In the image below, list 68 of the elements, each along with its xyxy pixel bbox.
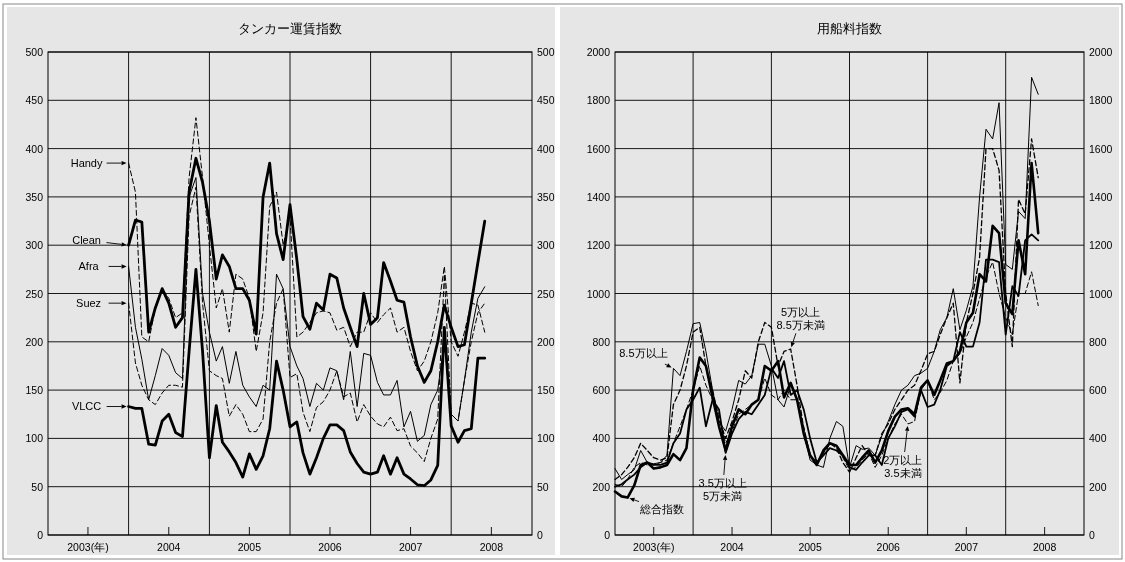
x-tick-label: 2003(年) [633, 541, 675, 553]
y-tick-label: 200 [25, 335, 44, 348]
y2-tick-label: 300 [537, 239, 555, 252]
annotation: 2万以上 3.5未満 [883, 453, 923, 479]
y2-tick-label: 1200 [1089, 239, 1113, 252]
annotation: 総合指数 [638, 503, 684, 516]
x-tick-label: 2006 [318, 541, 342, 553]
y2-tick-label: 1400 [1089, 190, 1113, 203]
y-tick-label: 400 [592, 432, 611, 445]
annotation: 8.5万以上 [619, 346, 668, 359]
y2-tick-label: 450 [537, 94, 555, 107]
y2-tick-label: 350 [537, 190, 555, 203]
chart-title: タンカー運賃指数 [238, 21, 342, 36]
x-tick-label: 2008 [1032, 541, 1057, 553]
y2-tick-label: 600 [1089, 384, 1107, 397]
annotation: Afra [78, 259, 100, 272]
annotation: Handy [70, 156, 103, 169]
y2-tick-label: 400 [1089, 432, 1107, 445]
y-tick-label: 150 [25, 384, 44, 397]
y2-tick-label: 400 [537, 142, 555, 155]
y2-tick-label: 250 [537, 287, 555, 300]
x-tick-label: 2004 [720, 541, 744, 553]
y-tick-label: 500 [25, 46, 44, 58]
y-tick-label: 1600 [586, 142, 611, 155]
x-tick-label: 2007 [954, 541, 979, 553]
y2-tick-label: 500 [537, 46, 555, 58]
x-tick-label: 2008 [479, 541, 504, 553]
y-tick-label: 0 [37, 529, 44, 541]
y-tick-label: 0 [604, 529, 611, 541]
y2-tick-label: 150 [537, 384, 555, 397]
chart-title: 用船料指数 [817, 21, 882, 36]
y2-tick-label: 0 [537, 529, 543, 541]
y-tick-label: 50 [31, 480, 44, 493]
annotation: 5万以上 8.5万未満 [776, 306, 825, 332]
y-tick-label: 2000 [586, 46, 611, 58]
y-tick-label: 350 [25, 190, 44, 203]
y-tick-label: 600 [592, 384, 611, 397]
annotation: Suez [76, 296, 102, 309]
y2-tick-label: 1600 [1089, 142, 1113, 155]
y2-tick-label: 0 [1089, 529, 1095, 541]
x-tick-label: 2005 [237, 541, 262, 553]
y2-tick-label: 100 [537, 432, 555, 445]
y-tick-label: 1400 [586, 190, 611, 203]
y2-tick-label: 1000 [1089, 287, 1113, 300]
annotation: Clean [72, 233, 101, 246]
y-tick-label: 200 [592, 480, 611, 493]
annotation: VLCC [71, 400, 102, 413]
x-tick-label: 2007 [398, 541, 423, 553]
y2-tick-label: 1800 [1089, 94, 1113, 107]
y-tick-label: 1800 [586, 94, 611, 107]
annotation: 3.5万以上 5万未満 [698, 476, 747, 502]
x-tick-label: 2003(年) [67, 541, 109, 553]
x-tick-label: 2004 [157, 541, 181, 553]
y-tick-label: 800 [592, 335, 611, 348]
y2-tick-label: 50 [537, 480, 549, 493]
y2-tick-label: 2000 [1089, 46, 1113, 58]
y-tick-label: 300 [25, 239, 44, 252]
y2-tick-label: 800 [1089, 335, 1107, 348]
x-tick-label: 2005 [798, 541, 822, 553]
y2-tick-label: 200 [1089, 480, 1107, 493]
x-tick-label: 2006 [876, 541, 901, 553]
y-tick-label: 1200 [586, 239, 611, 252]
y-tick-label: 400 [25, 142, 44, 155]
y-tick-label: 1000 [586, 287, 611, 300]
y-tick-label: 250 [25, 287, 44, 300]
y-tick-label: 450 [25, 94, 44, 107]
y2-tick-label: 200 [537, 335, 555, 348]
y-tick-label: 100 [25, 432, 44, 445]
